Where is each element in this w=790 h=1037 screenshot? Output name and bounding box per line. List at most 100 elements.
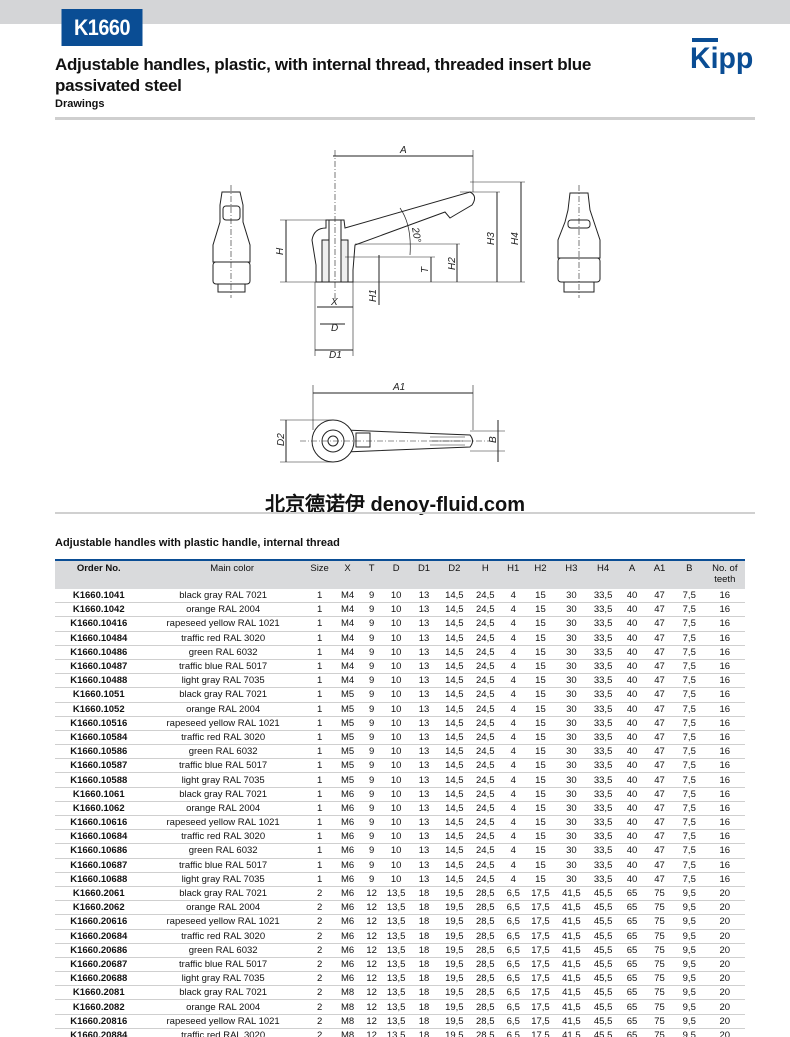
table-cell: 4: [501, 687, 526, 703]
table-cell: 41,5: [555, 914, 588, 930]
table-cell: M5: [335, 772, 360, 788]
table-cell: M6: [335, 929, 360, 944]
table-cell: 28,5: [469, 957, 502, 973]
table-cell: 24,5: [469, 829, 502, 845]
table-cell: 7,5: [673, 772, 705, 788]
table-cell: 9: [359, 602, 384, 618]
column-header: Size: [310, 563, 329, 574]
table-cell: 33,5: [587, 787, 619, 802]
table-cell: 9,5: [673, 999, 705, 1015]
order-number-cell: K1660.10684: [55, 829, 143, 845]
order-number-cell: K1660.10487: [55, 659, 143, 675]
order-number-cell: K1660.10688: [55, 872, 143, 887]
table-cell: 16: [704, 772, 745, 788]
table-cell: 10: [383, 602, 409, 618]
table-row: K1660.10688 light gray RAL 7035 1 M6 9 10 13 14…: [55, 872, 745, 887]
table-cell: 47: [645, 758, 674, 774]
table-cell: 15: [525, 716, 556, 731]
table-cell: 4: [501, 815, 526, 831]
table-cell: 75: [645, 900, 674, 916]
table-cell: 16: [704, 716, 745, 731]
order-number-cell: K1660.20686: [55, 943, 143, 958]
table-cell: traffic blue RAL 5017: [142, 858, 304, 873]
table-cell: orange RAL 2004: [142, 702, 304, 717]
table-cell: 13: [408, 744, 440, 760]
table-cell: 7,5: [673, 589, 705, 604]
table-cell: light gray RAL 7035: [142, 772, 304, 788]
label-D: D: [331, 323, 338, 334]
table-cell: 13,5: [383, 914, 409, 930]
column-header: H: [481, 563, 489, 574]
table-cell: 7,5: [673, 843, 705, 859]
table-cell: 16: [704, 787, 745, 802]
table-cell: 47: [645, 744, 674, 760]
order-number-cell: K1660.1051: [55, 687, 143, 703]
table-cell: 16: [704, 673, 745, 689]
table-cell: 41,5: [555, 985, 588, 1001]
table-cell: 33,5: [587, 616, 619, 632]
table-cell: 20: [704, 999, 745, 1015]
table-cell: 41,5: [555, 1014, 588, 1029]
table-cell: 75: [645, 971, 674, 987]
table-cell: 45,5: [587, 914, 619, 930]
table-cell: 40: [618, 602, 646, 618]
table-row: K1660.20816 rapeseed yellow RAL 1021 2 M8 12…: [55, 1014, 745, 1029]
table-cell: 4: [501, 858, 526, 873]
table-cell: 10: [383, 858, 409, 873]
table-cell: 33,5: [587, 687, 619, 703]
column-header: D2: [448, 563, 461, 574]
table-cell: 40: [618, 801, 646, 817]
order-number-cell: K1660.1062: [55, 801, 143, 817]
table-cell: 10: [383, 659, 409, 675]
table-cell: 30: [555, 772, 588, 788]
table-cell: 2: [303, 957, 336, 973]
table-cell: 18: [408, 929, 440, 944]
table-cell: M6: [335, 957, 360, 973]
column-header: H3: [565, 563, 578, 574]
table-cell: 12: [359, 957, 384, 973]
table-cell: 10: [383, 673, 409, 689]
table-cell: 16: [704, 829, 745, 845]
table-cell: green RAL 6032: [142, 943, 304, 958]
table-cell: 30: [555, 872, 588, 887]
table-cell: 41,5: [555, 999, 588, 1015]
table-cell: 2: [303, 900, 336, 916]
table-cell: 1: [303, 744, 336, 760]
order-number-cell: K1660.1041: [55, 589, 143, 604]
table-cell: M6: [335, 900, 360, 916]
table-row: K1660.10486 green RAL 6032 1 M4 9 10 13 14,5 24,…: [55, 645, 745, 660]
table-cell: M4: [335, 602, 360, 618]
column-header: B: [686, 563, 693, 574]
table-cell: 47: [645, 631, 674, 646]
table-cell: 14,5: [439, 589, 470, 604]
table-cell: 45,5: [587, 929, 619, 944]
table-cell: 16: [704, 758, 745, 774]
table-row: K1660.10686 green RAL 6032 1 M6 9 10 13 14,5 24,…: [55, 843, 745, 859]
table-cell: 16: [704, 702, 745, 717]
kipp-logo: Kipp: [690, 38, 753, 74]
table-cell: 16: [704, 801, 745, 817]
watermark: 北京德诺伊 denoy-fluid.com: [265, 494, 525, 516]
table-cell: 30: [555, 687, 588, 703]
table-row: K1660.10488 light gray RAL 7035 1 M4 9 10 13 14…: [55, 673, 745, 689]
table-cell: 9: [359, 673, 384, 689]
table-cell: 18: [408, 886, 440, 902]
table-cell: 16: [704, 815, 745, 831]
table-cell: black gray RAL 7021: [142, 886, 304, 902]
table-cell: 13,5: [383, 999, 409, 1015]
table-row: K1660.10484 traffic red RAL 3020 1 M4 9 10 13 1…: [55, 631, 745, 646]
table-cell: 7,5: [673, 716, 705, 731]
table-cell: 7,5: [673, 872, 705, 887]
table-cell: 45,5: [587, 999, 619, 1015]
table-cell: 9,5: [673, 957, 705, 973]
table-cell: 40: [618, 659, 646, 675]
table-cell: 33,5: [587, 730, 619, 746]
table-cell: 24,5: [469, 616, 502, 632]
table-cell: 45,5: [587, 957, 619, 973]
table-cell: 9: [359, 589, 384, 604]
table-cell: 19,5: [439, 1014, 470, 1029]
table-cell: 15: [525, 659, 556, 675]
table-cell: 30: [555, 858, 588, 873]
table-row: K1660.1052 orange RAL 2004 1 M5 9 10 13 14,5 24,…: [55, 702, 745, 717]
label-H2: H2: [447, 257, 458, 270]
